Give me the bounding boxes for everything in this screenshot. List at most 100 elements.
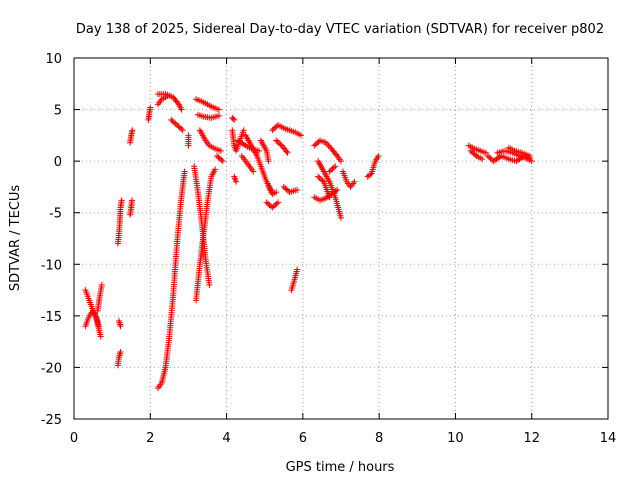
chart-title: Day 138 of 2025, Sidereal Day-to-day VTE… bbox=[76, 22, 604, 37]
data-point bbox=[315, 138, 322, 145]
data-point bbox=[332, 163, 339, 170]
data-point bbox=[214, 152, 221, 159]
data-point bbox=[273, 189, 280, 196]
data-point bbox=[97, 333, 104, 340]
data-point bbox=[263, 199, 270, 206]
data-point bbox=[117, 323, 124, 330]
data-point bbox=[147, 104, 154, 111]
data-point bbox=[266, 201, 273, 208]
data-point bbox=[240, 127, 247, 134]
data-point bbox=[269, 127, 276, 134]
data-point bbox=[469, 149, 476, 156]
data-point bbox=[95, 323, 102, 330]
y-tick-label: -10 bbox=[41, 258, 62, 273]
data-point bbox=[216, 155, 223, 162]
data-point bbox=[215, 154, 222, 161]
series-arc-1 bbox=[82, 281, 105, 340]
data-point bbox=[98, 281, 105, 288]
data-point bbox=[334, 187, 341, 194]
data-point bbox=[484, 152, 491, 159]
data-point bbox=[284, 149, 291, 156]
data-point bbox=[206, 281, 213, 288]
data-point bbox=[168, 116, 175, 123]
tick-labels: 0 2 4 6 8 10 12 14 -25 -20 -15 -10 -5 0 5 10 bbox=[41, 52, 617, 446]
series-arc-3 bbox=[154, 91, 192, 392]
x-tick-label: 10 bbox=[447, 431, 464, 446]
data-point bbox=[338, 214, 344, 221]
series-arc-6 bbox=[263, 122, 304, 294]
data-point bbox=[467, 147, 474, 154]
series-arc-4 bbox=[191, 96, 226, 304]
x-tick-label: 8 bbox=[375, 431, 383, 446]
data-point bbox=[326, 168, 333, 175]
series-arc-8 bbox=[339, 152, 382, 190]
data-point bbox=[312, 141, 319, 148]
data-point bbox=[265, 158, 272, 165]
data-point bbox=[319, 177, 326, 184]
data-point bbox=[332, 188, 339, 195]
data-point bbox=[326, 194, 333, 201]
data-point bbox=[164, 93, 171, 100]
data-point bbox=[218, 156, 225, 163]
data-point bbox=[215, 106, 222, 113]
data-point bbox=[327, 167, 334, 174]
data-point bbox=[265, 200, 272, 207]
data-point bbox=[315, 173, 322, 180]
data-point bbox=[487, 155, 494, 162]
data-point bbox=[171, 119, 178, 126]
data-point bbox=[185, 142, 192, 149]
y-tick-label: 10 bbox=[45, 52, 62, 67]
y-tick-label: -15 bbox=[41, 310, 62, 325]
data-point bbox=[273, 137, 280, 144]
data-point bbox=[174, 99, 181, 106]
x-tick-label: 14 bbox=[600, 431, 617, 446]
data-point bbox=[297, 132, 304, 139]
data-point bbox=[294, 187, 301, 194]
data-point bbox=[272, 201, 279, 208]
data-point bbox=[230, 115, 237, 122]
data-point bbox=[282, 185, 289, 192]
data-point bbox=[118, 197, 125, 204]
y-tick-label: -25 bbox=[41, 413, 62, 428]
y-tick-label: -5 bbox=[49, 207, 62, 222]
data-point bbox=[270, 203, 277, 210]
y-tick-label: 5 bbox=[54, 104, 62, 119]
data-point bbox=[274, 138, 281, 145]
series-arc-7 bbox=[311, 137, 344, 221]
data-point bbox=[178, 106, 185, 113]
data-point bbox=[173, 122, 180, 129]
data-marks bbox=[82, 91, 535, 392]
data-point bbox=[283, 186, 290, 193]
data-point bbox=[367, 171, 374, 178]
data-point bbox=[250, 168, 257, 175]
y-tick-label: -20 bbox=[41, 361, 62, 376]
data-point bbox=[482, 149, 489, 156]
data-point bbox=[129, 127, 136, 134]
data-point bbox=[181, 168, 188, 175]
x-tick-label: 6 bbox=[299, 431, 307, 446]
data-point bbox=[175, 123, 182, 130]
data-point bbox=[479, 156, 486, 163]
data-point bbox=[471, 151, 478, 158]
x-tick-label: 0 bbox=[70, 431, 78, 446]
y-axis-label: SDTVAR / TECUs bbox=[8, 185, 23, 292]
data-point bbox=[117, 348, 124, 355]
data-point bbox=[217, 147, 224, 154]
data-point bbox=[277, 141, 284, 148]
data-point bbox=[294, 266, 301, 273]
data-point bbox=[172, 120, 179, 127]
data-point bbox=[178, 125, 185, 132]
data-point bbox=[311, 142, 318, 149]
data-point bbox=[470, 150, 477, 157]
data-point bbox=[317, 176, 324, 183]
data-point bbox=[486, 154, 493, 161]
x-tick-label: 4 bbox=[222, 431, 230, 446]
x-tick-label: 2 bbox=[146, 431, 154, 446]
data-point bbox=[176, 124, 183, 131]
data-point bbox=[128, 197, 135, 204]
plot-frame bbox=[73, 57, 609, 420]
data-point bbox=[169, 118, 176, 125]
series-arc-5 bbox=[229, 114, 280, 198]
data-point bbox=[526, 152, 533, 159]
